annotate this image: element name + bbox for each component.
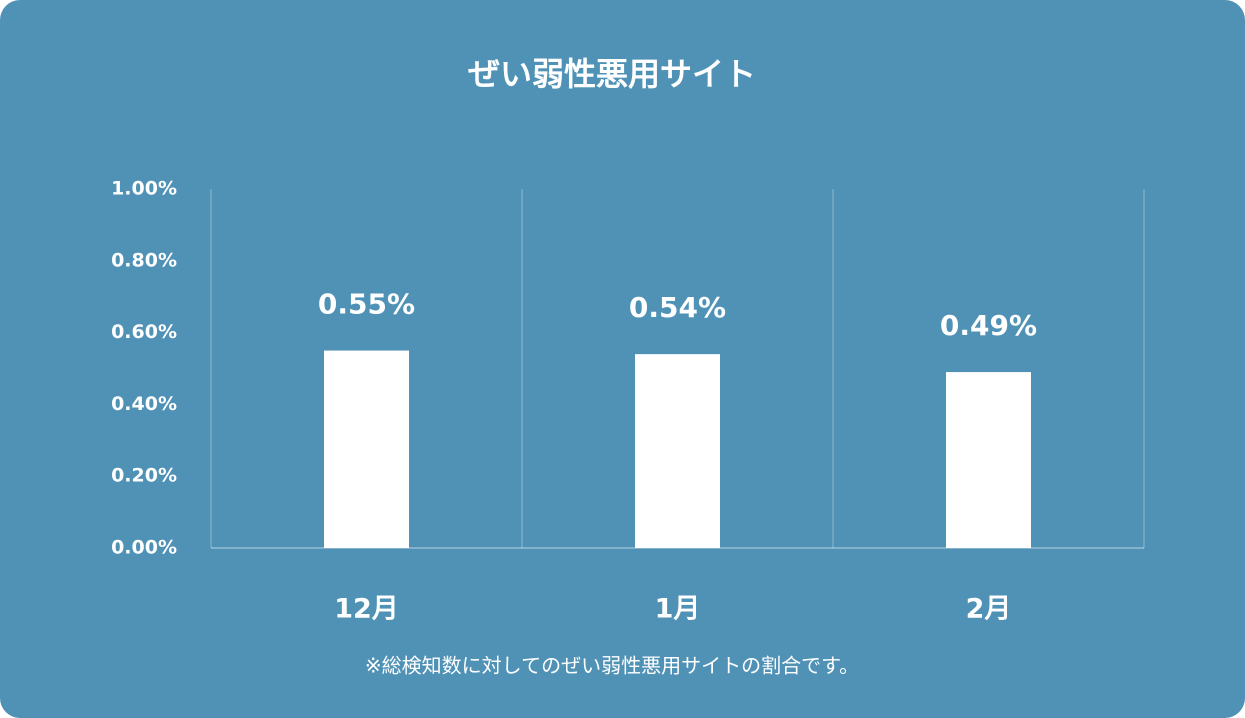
x-tick-label: 1月	[655, 594, 701, 625]
value-label: 0.55%	[318, 288, 415, 321]
x-tick-label: 12月	[334, 594, 399, 625]
bar	[946, 372, 1031, 548]
y-tick-label: 0.40%	[111, 393, 177, 415]
y-tick-label: 0.00%	[111, 537, 177, 559]
bar	[635, 354, 720, 548]
bar	[324, 350, 409, 548]
value-label: 0.49%	[940, 309, 1037, 342]
y-tick-label: 0.80%	[111, 249, 177, 271]
y-tick-label: 0.20%	[111, 465, 177, 487]
x-tick-label: 2月	[966, 594, 1012, 625]
y-tick-label: 0.60%	[111, 321, 177, 343]
y-tick-label: 1.00%	[111, 178, 177, 200]
footnote: ※総検知数に対してのぜい弱性悪用サイトの割合です。	[365, 654, 859, 678]
value-label: 0.54%	[629, 291, 726, 324]
chart-title: ぜい弱性悪用サイト	[468, 55, 756, 93]
